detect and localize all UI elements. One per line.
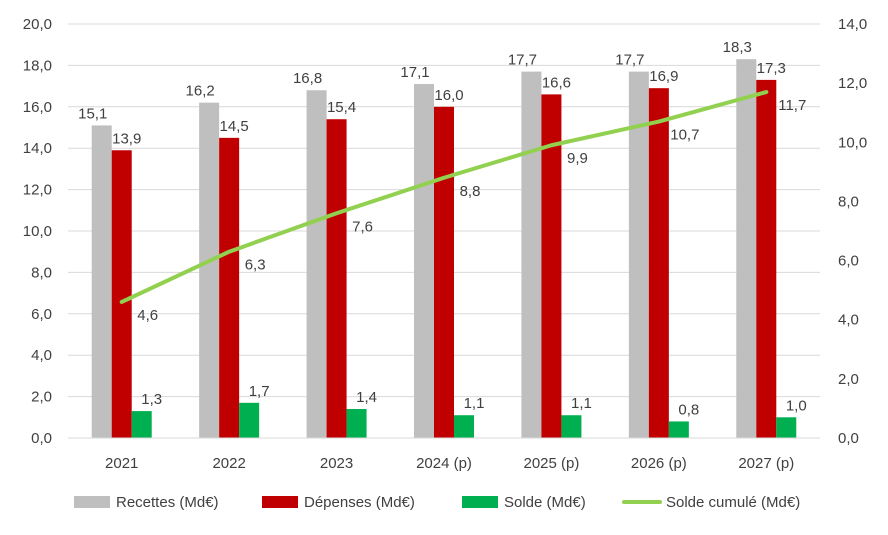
data-label-depenses: 14,5 (220, 118, 249, 135)
data-label-solde-cumule: 8,8 (460, 183, 481, 200)
data-label-solde: 1,0 (786, 397, 807, 414)
bar-recettes (306, 90, 327, 439)
data-label-solde: 1,4 (356, 389, 377, 406)
legend-label: Recettes (Md€) (116, 494, 219, 511)
data-label-solde-cumule: 9,9 (567, 150, 588, 167)
data-label-solde: 1,3 (141, 391, 162, 408)
data-label-solde-cumule: 7,6 (352, 218, 373, 235)
y-left-tick-label: 14,0 (23, 140, 52, 157)
data-label-solde: 0,8 (678, 401, 699, 418)
bar-depenses (541, 94, 562, 438)
data-label-solde: 1,1 (571, 395, 592, 412)
bar-recettes (414, 84, 434, 438)
bar-solde (561, 415, 582, 438)
bar-solde (239, 402, 260, 438)
x-tick-label: 2025 (p) (523, 455, 579, 472)
y-right-tick-label: 12,0 (838, 75, 867, 92)
bar-solde (776, 417, 797, 438)
data-label-depenses: 13,9 (112, 130, 141, 147)
y-left-tick-label: 0,0 (31, 430, 52, 447)
y-left-tick-label: 6,0 (31, 306, 52, 323)
bar-depenses (111, 150, 132, 438)
y-left-tick-label: 8,0 (31, 264, 52, 281)
bar-solde (131, 411, 152, 438)
legend-swatch (74, 496, 110, 508)
legend-swatch (462, 496, 498, 508)
bar-depenses (219, 137, 240, 438)
data-label-solde-cumule: 6,3 (245, 257, 266, 274)
bar-depenses (326, 119, 347, 438)
data-label-recettes: 16,8 (293, 70, 322, 87)
data-label-solde-cumule: 4,6 (137, 307, 158, 324)
data-label-recettes: 17,7 (508, 52, 537, 69)
bar-recettes (91, 125, 112, 439)
x-tick-label: 2021 (105, 455, 138, 472)
data-label-solde: 1,7 (249, 383, 270, 400)
bar-recettes (521, 71, 542, 439)
bar-solde (346, 409, 367, 438)
axes: 0,0 2,0 4,0 6,0 8,0 10,0 12,0 14,0 16,0 18,0 20,0 0… (23, 16, 867, 472)
legend: Recettes (Md€) Dépenses (Md€) Solde (Md€) S… (74, 494, 800, 511)
data-label-recettes: 15,1 (78, 105, 107, 122)
y-right-tick-label: 10,0 (838, 134, 867, 151)
line-solde-cumule (119, 90, 769, 304)
y-right-tick-label: 4,0 (838, 312, 859, 329)
data-label-depenses: 16,6 (542, 74, 571, 91)
y-left-tick-label: 18,0 (23, 57, 52, 74)
bar-depenses (756, 79, 777, 438)
y-left-tick-label: 16,0 (23, 99, 52, 116)
data-label-depenses: 16,0 (434, 87, 463, 104)
bar-recettes (199, 102, 220, 438)
x-tick-label: 2026 (p) (631, 455, 687, 472)
bar-depenses (648, 88, 669, 439)
data-label-recettes: 17,7 (615, 52, 644, 69)
data-label-recettes: 16,2 (186, 83, 215, 100)
data-label-recettes: 18,3 (723, 39, 752, 56)
data-labels: 15,1 16,2 16,8 17,1 17,7 17,7 18,3 13,9 14,5 15,4… (78, 39, 807, 418)
cumulative-line (119, 90, 769, 304)
bars (91, 59, 797, 439)
y-right-tick-label: 2,0 (838, 371, 859, 388)
data-label-solde-cumule: 11,7 (778, 97, 806, 114)
y-left-tick-label: 10,0 (23, 223, 52, 240)
y-right-tick-label: 6,0 (838, 253, 859, 270)
x-tick-label: 2024 (p) (416, 455, 472, 472)
legend-label: Solde cumulé (Md€) (666, 494, 800, 511)
y-left-tick-label: 2,0 (31, 389, 52, 406)
y-left-tick-label: 4,0 (31, 347, 52, 364)
y-right-tick-label: 8,0 (838, 193, 859, 210)
y-left-tick-label: 12,0 (23, 182, 52, 199)
y-right-tick-label: 14,0 (838, 16, 867, 33)
x-tick-label: 2022 (212, 455, 245, 472)
data-label-depenses: 15,4 (327, 99, 356, 116)
x-tick-label: 2027 (p) (738, 455, 794, 472)
bar-recettes (736, 59, 757, 438)
data-label-depenses: 16,9 (649, 68, 678, 85)
data-label-solde: 1,1 (464, 395, 485, 412)
y-left-tick-label: 20,0 (23, 16, 52, 33)
legend-swatch (262, 496, 298, 508)
legend-label: Dépenses (Md€) (304, 494, 415, 511)
bar-depenses (434, 106, 454, 439)
bar-recettes (628, 71, 649, 439)
data-label-depenses: 17,3 (757, 60, 786, 77)
y-right-tick-label: 0,0 (838, 430, 859, 447)
bar-solde (454, 415, 474, 438)
data-label-recettes: 17,1 (400, 64, 429, 81)
bar-solde (668, 421, 689, 438)
legend-label: Solde (Md€) (504, 494, 586, 511)
data-label-solde-cumule: 10,7 (670, 127, 699, 144)
x-tick-label: 2023 (320, 455, 353, 472)
